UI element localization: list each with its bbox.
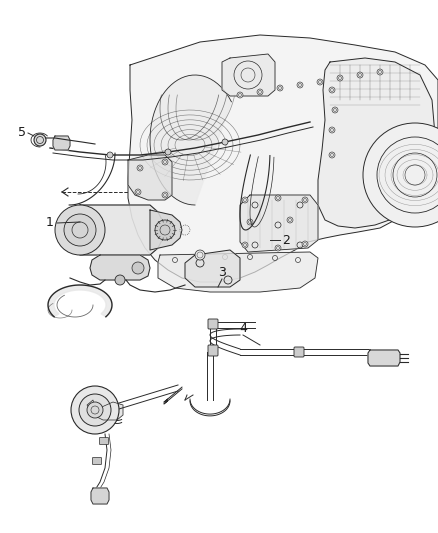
Polygon shape (91, 488, 109, 504)
Circle shape (329, 127, 335, 133)
Circle shape (237, 92, 243, 98)
Circle shape (275, 245, 281, 251)
Polygon shape (48, 285, 112, 317)
FancyBboxPatch shape (92, 457, 102, 464)
Circle shape (132, 262, 144, 274)
Circle shape (34, 134, 46, 146)
Circle shape (357, 72, 363, 78)
Circle shape (329, 87, 335, 93)
Polygon shape (128, 155, 172, 200)
Circle shape (302, 197, 308, 203)
Circle shape (115, 275, 125, 285)
Circle shape (71, 386, 119, 434)
Polygon shape (318, 58, 435, 228)
Circle shape (297, 82, 303, 88)
FancyBboxPatch shape (99, 438, 109, 445)
Circle shape (55, 205, 105, 255)
Polygon shape (368, 350, 400, 366)
Text: 3: 3 (218, 265, 226, 279)
Polygon shape (53, 136, 70, 150)
Circle shape (332, 107, 338, 113)
Circle shape (180, 225, 190, 235)
Circle shape (195, 250, 205, 260)
Text: 4: 4 (239, 321, 247, 335)
Polygon shape (240, 195, 318, 252)
Circle shape (247, 219, 253, 225)
Polygon shape (87, 400, 123, 420)
Circle shape (257, 89, 263, 95)
Polygon shape (150, 210, 182, 250)
Polygon shape (68, 205, 162, 255)
Circle shape (107, 152, 113, 158)
Circle shape (87, 402, 103, 418)
Circle shape (79, 394, 111, 426)
Circle shape (135, 189, 141, 195)
Circle shape (162, 192, 168, 198)
Text: 2: 2 (282, 233, 290, 246)
FancyBboxPatch shape (208, 319, 218, 329)
Polygon shape (158, 252, 318, 292)
Polygon shape (90, 255, 150, 280)
FancyBboxPatch shape (208, 345, 218, 356)
Polygon shape (185, 250, 240, 287)
Circle shape (242, 197, 248, 203)
Circle shape (302, 241, 308, 247)
Circle shape (363, 123, 438, 227)
Circle shape (329, 152, 335, 158)
Circle shape (162, 159, 168, 165)
Circle shape (337, 75, 343, 81)
Circle shape (64, 214, 96, 246)
Circle shape (377, 69, 383, 75)
Circle shape (277, 85, 283, 91)
FancyBboxPatch shape (294, 347, 304, 357)
Polygon shape (150, 75, 231, 205)
Circle shape (222, 139, 228, 145)
Text: 5: 5 (18, 126, 26, 140)
Polygon shape (222, 54, 275, 96)
Circle shape (242, 242, 248, 248)
Polygon shape (128, 35, 438, 282)
Circle shape (287, 217, 293, 223)
Circle shape (165, 149, 171, 155)
Circle shape (275, 195, 281, 201)
Text: 1: 1 (46, 216, 54, 230)
Circle shape (155, 220, 175, 240)
Circle shape (137, 165, 143, 171)
Circle shape (317, 79, 323, 85)
